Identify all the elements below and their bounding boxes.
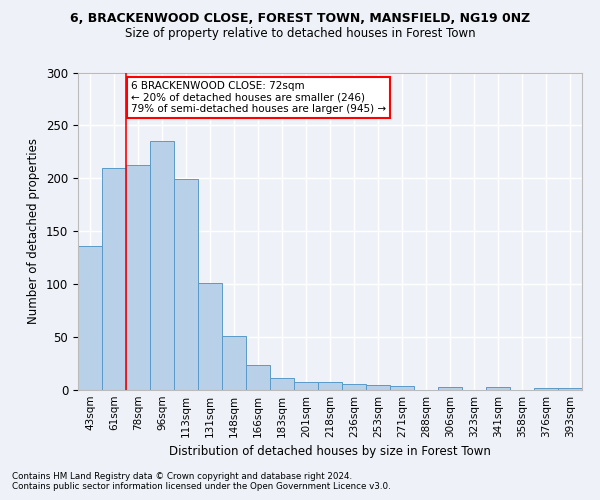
Bar <box>486 387 510 390</box>
Text: Contains HM Land Registry data © Crown copyright and database right 2024.: Contains HM Land Registry data © Crown c… <box>12 472 352 481</box>
Bar <box>390 386 414 390</box>
Bar <box>318 382 342 390</box>
Bar <box>342 384 366 390</box>
Text: Size of property relative to detached houses in Forest Town: Size of property relative to detached ho… <box>125 28 475 40</box>
Bar <box>246 364 270 390</box>
Bar <box>366 384 390 390</box>
X-axis label: Distribution of detached houses by size in Forest Town: Distribution of detached houses by size … <box>169 446 491 458</box>
Text: Contains public sector information licensed under the Open Government Licence v3: Contains public sector information licen… <box>12 482 391 491</box>
Bar <box>102 168 126 390</box>
Bar <box>294 382 318 390</box>
Bar <box>150 142 174 390</box>
Bar <box>174 180 198 390</box>
Text: 6, BRACKENWOOD CLOSE, FOREST TOWN, MANSFIELD, NG19 0NZ: 6, BRACKENWOOD CLOSE, FOREST TOWN, MANSF… <box>70 12 530 26</box>
Text: 6 BRACKENWOOD CLOSE: 72sqm
← 20% of detached houses are smaller (246)
79% of sem: 6 BRACKENWOOD CLOSE: 72sqm ← 20% of deta… <box>131 81 386 114</box>
Bar <box>534 388 558 390</box>
Bar <box>126 164 150 390</box>
Bar <box>438 387 462 390</box>
Bar <box>198 283 222 390</box>
Bar <box>222 336 246 390</box>
Bar <box>558 388 582 390</box>
Y-axis label: Number of detached properties: Number of detached properties <box>28 138 40 324</box>
Bar <box>78 246 102 390</box>
Bar <box>270 378 294 390</box>
